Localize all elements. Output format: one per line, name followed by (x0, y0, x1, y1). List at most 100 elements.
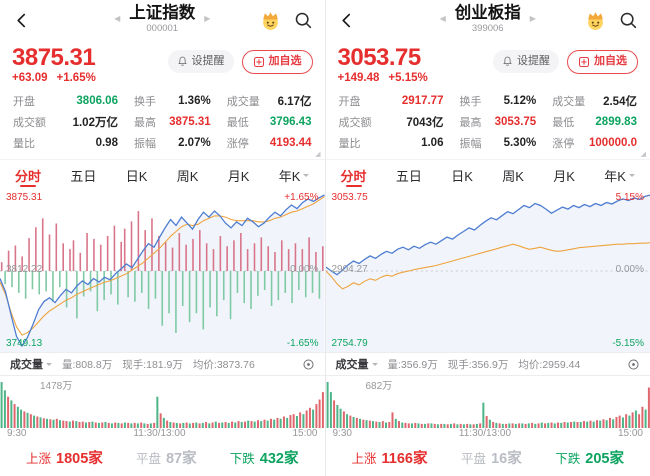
stat-value: 0.98 (95, 137, 118, 149)
tab-月K[interactable]: 月K (228, 160, 250, 190)
price-row: 3053.75 +149.48 +5.15% 设提醒 加自选 (326, 41, 650, 88)
stat-cell: 最高 3875.31 (134, 112, 211, 132)
stat-cell: 开盘 3806.06 (13, 91, 118, 111)
stat-value: 5.12% (503, 95, 537, 107)
tab-月K[interactable]: 月K (553, 160, 575, 190)
stat-label: 量比 (338, 138, 361, 150)
current-lots-stat: 现手:356.9万 (447, 358, 509, 371)
tab-日K[interactable]: 日K (126, 160, 148, 190)
stat-label: 最低 (226, 117, 249, 129)
volume-max-label: 682万 (365, 381, 393, 392)
stat-cell: 最高 3053.75 (459, 112, 536, 132)
advancers-count: 1166家 (381, 450, 428, 467)
change-percent: +1.65% (56, 72, 96, 85)
unchanged-label: 平盘 (461, 451, 487, 466)
advancers-stat: 上涨 1166家 (352, 447, 428, 468)
resize-corner-icon[interactable]: ◢ (315, 151, 321, 158)
panel-header: ◀ 创业板指 399006 ▶ (326, 0, 650, 41)
decliners-stat: 下跌 205家 (555, 447, 624, 468)
back-icon[interactable] (338, 11, 358, 31)
add-watchlist-label: 加自选 (594, 55, 627, 67)
volume-indicator-selector[interactable]: 成交量 (336, 356, 378, 372)
minute-chart[interactable]: 3053.75 5.15% 2904.27 0.00% 2754.79 -5.1… (325, 190, 650, 352)
settings-gear-icon[interactable] (627, 358, 640, 371)
minute-chart-canvas[interactable] (325, 190, 650, 352)
minute-chart-canvas[interactable] (0, 190, 325, 352)
tab-分时[interactable]: 分时 (341, 160, 367, 190)
market-breadth: 上涨 1166家 平盘 16家 下跌 205家 (326, 442, 650, 476)
next-index-arrow-icon[interactable]: ▶ (204, 14, 211, 24)
period-tabs: 分时 五日 日K 周K 月K 年K (326, 160, 650, 190)
index-title: 上证指数 (129, 4, 196, 22)
stat-cell: 量比 1.06 (339, 133, 444, 153)
volume-chart-canvas[interactable] (326, 376, 650, 428)
stat-cell: 成交量 2.54亿 (552, 91, 637, 111)
search-icon[interactable] (619, 11, 638, 30)
stat-label: 成交量 (552, 96, 586, 108)
stat-value: 3875.31 (169, 116, 211, 128)
set-alert-label: 设提醒 (517, 55, 550, 67)
tab-周K[interactable]: 周K (502, 160, 524, 190)
volume-chart[interactable]: 1478万 (0, 376, 325, 428)
stat-value: 4193.44 (269, 137, 312, 149)
time-close-label: 15:00 (292, 428, 318, 439)
next-index-arrow-icon[interactable]: ▶ (529, 14, 536, 24)
change-amount: +63.09 (12, 72, 48, 85)
tab-label: 年K (604, 168, 626, 184)
volume-indicator-selector[interactable]: 成交量 (10, 356, 52, 372)
tab-label: 分时 (15, 168, 42, 184)
stat-value: 5.30% (503, 137, 537, 149)
stat-label: 开盘 (13, 96, 35, 108)
time-open-label: 9:30 (332, 428, 352, 439)
advancers-label: 上涨 (351, 451, 377, 466)
back-icon[interactable] (12, 11, 32, 31)
search-icon[interactable] (294, 11, 313, 30)
set-alert-button[interactable]: 设提醒 (167, 50, 234, 73)
stats-grid: 开盘 2917.77 换手 5.12% 成交量 2.54亿 成交额 7043亿 最高 3053.7… (325, 88, 650, 160)
price-line (325, 194, 650, 276)
stat-value: 100000.0 (589, 137, 637, 149)
add-watchlist-button[interactable]: 加自选 (241, 49, 313, 74)
time-midday-label: 11:30/13:00 (133, 428, 186, 439)
volume-chart[interactable]: 682万 (326, 376, 650, 428)
caret-down-icon (371, 363, 378, 369)
stat-label: 量比 (13, 138, 35, 150)
tab-五日[interactable]: 五日 (70, 160, 96, 190)
volume-chart-canvas[interactable] (0, 376, 325, 428)
index-change: +149.48 +5.15% (338, 72, 428, 84)
prev-index-arrow-icon[interactable]: ◀ (439, 14, 446, 24)
tab-label: 日K (125, 168, 148, 184)
stat-value: 2.07% (178, 137, 211, 149)
tab-年K[interactable]: 年K (279, 160, 310, 190)
tab-label: 日K (451, 168, 473, 184)
stat-cell: 量比 0.98 (13, 133, 118, 153)
tab-年K[interactable]: 年K (604, 160, 635, 190)
volume-indicator-label: 成交量 (335, 359, 369, 371)
stat-value: 3796.43 (269, 116, 312, 128)
tab-分时[interactable]: 分时 (15, 160, 41, 190)
stat-cell: 换手 5.12% (459, 91, 536, 111)
add-watchlist-button[interactable]: 加自选 (567, 49, 638, 74)
crown-face-emoji-icon[interactable] (260, 10, 281, 31)
caret-down-icon (46, 363, 52, 369)
stat-value: 1.02万亿 (72, 117, 118, 129)
prev-index-arrow-icon[interactable]: ◀ (114, 14, 121, 24)
add-watchlist-label: 加自选 (268, 55, 302, 67)
resize-corner-icon[interactable]: ◢ (640, 151, 646, 158)
tab-五日[interactable]: 五日 (396, 160, 422, 190)
settings-gear-icon[interactable] (302, 358, 315, 371)
avg-price-stat: 均价:3873.76 (192, 358, 255, 371)
time-close-label: 15:00 (617, 428, 643, 439)
time-axis: 9:30 11:30/13:00 15:00 (0, 428, 325, 442)
tab-日K[interactable]: 日K (451, 160, 473, 190)
minute-chart[interactable]: 3875.31 +1.65% 3812.22 0.00% 3749.13 -1.… (0, 190, 325, 352)
index-change: +63.09 +1.65% (12, 72, 96, 84)
stat-label: 开盘 (338, 96, 361, 108)
tab-周K[interactable]: 周K (177, 160, 199, 190)
crown-face-emoji-icon[interactable] (585, 10, 606, 31)
price-line (0, 194, 325, 348)
stat-cell: 成交额 1.02万亿 (13, 112, 118, 132)
set-alert-button[interactable]: 设提醒 (493, 50, 559, 73)
volume-header: 成交量 量:356.9万 现手:356.9万 均价:2959.44 (325, 352, 650, 376)
